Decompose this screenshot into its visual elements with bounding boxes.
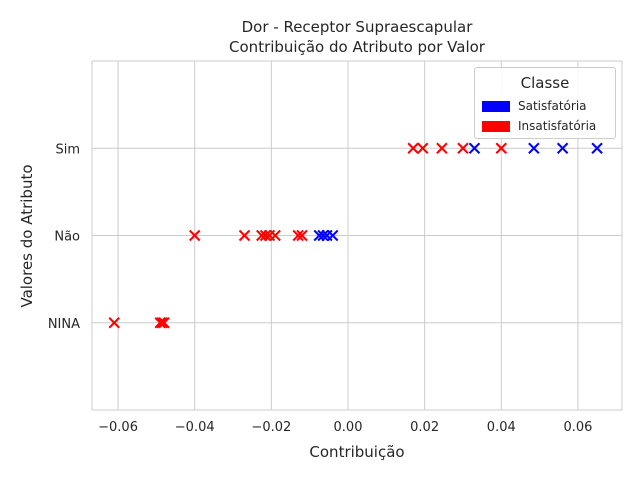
plot-frame [91, 60, 623, 411]
y-tick-label: NINA [48, 317, 80, 332]
y-axis-label: Valores do Atributo [18, 164, 36, 307]
x-tick-label: 0.06 [563, 420, 592, 435]
data-point [156, 317, 168, 329]
y-tick-label: Sim [55, 142, 80, 157]
data-point [436, 142, 448, 154]
x-tick-label: −0.06 [98, 420, 138, 435]
data-point [326, 229, 339, 242]
legend: Classe Satisfatória Insatisfatória [474, 67, 616, 139]
x-tick-label: 0.00 [334, 420, 363, 435]
legend-title: Classe [520, 74, 570, 92]
x-axis-label: Contribuição [309, 443, 404, 461]
data-point [259, 229, 272, 242]
ticks: −0.06 −0.04 −0.02 0.00 0.02 0.04 0.06 NINA Não Si… [48, 142, 593, 435]
data-point [292, 229, 304, 242]
data-point [528, 142, 540, 154]
x-tick-label: −0.02 [251, 420, 291, 435]
data-point [317, 229, 329, 242]
chart-title: Dor - Receptor Supraescapular [242, 18, 474, 36]
data-point [238, 229, 251, 242]
data-point [417, 142, 429, 154]
data-point [296, 229, 308, 242]
data-point [269, 229, 281, 242]
legend-swatch-insatisfatoria [482, 120, 510, 132]
data-point [591, 142, 603, 154]
data-point [457, 142, 469, 154]
chart-subtitle: Contribuição do Atributo por Valor [229, 38, 486, 56]
x-tick-label: 0.02 [410, 420, 439, 435]
points [108, 142, 603, 329]
legend-label-insatisfatoria: Insatisfatória [518, 119, 597, 133]
legend-item-satisfatoria: Satisfatória [482, 98, 587, 114]
data-point [108, 317, 120, 329]
data-point [407, 142, 419, 154]
legend-label-satisfatoria: Satisfatória [518, 99, 587, 113]
data-point [556, 142, 569, 154]
x-tick-label: 0.04 [487, 420, 516, 435]
data-point [495, 142, 507, 154]
x-tick-label: −0.04 [175, 420, 215, 435]
legend-swatch-satisfatoria [482, 100, 510, 112]
data-point [188, 229, 201, 242]
data-point [154, 317, 166, 329]
legend-item-insatisfatoria: Insatisfatória [482, 118, 596, 134]
data-point [158, 317, 170, 329]
data-point [468, 142, 481, 154]
y-tick-label: Não [54, 230, 80, 245]
